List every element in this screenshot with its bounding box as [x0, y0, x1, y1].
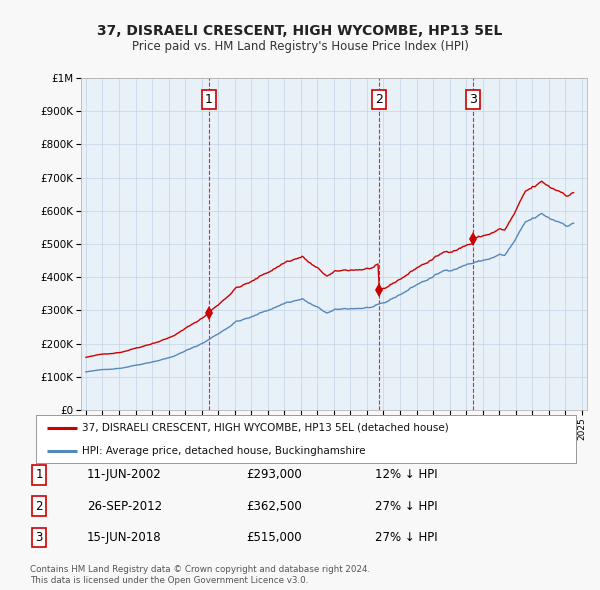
Text: 2: 2	[375, 93, 383, 106]
Text: HPI: Average price, detached house, Buckinghamshire: HPI: Average price, detached house, Buck…	[82, 446, 365, 456]
Text: 3: 3	[469, 93, 478, 106]
Text: Price paid vs. HM Land Registry's House Price Index (HPI): Price paid vs. HM Land Registry's House …	[131, 40, 469, 53]
Text: 1: 1	[35, 468, 43, 481]
Text: 27% ↓ HPI: 27% ↓ HPI	[375, 500, 437, 513]
Text: £515,000: £515,000	[246, 531, 302, 544]
Text: 27% ↓ HPI: 27% ↓ HPI	[375, 531, 437, 544]
Text: £362,500: £362,500	[246, 500, 302, 513]
Text: 26-SEP-2012: 26-SEP-2012	[87, 500, 162, 513]
Text: This data is licensed under the Open Government Licence v3.0.: This data is licensed under the Open Gov…	[30, 576, 308, 585]
Text: 37, DISRAELI CRESCENT, HIGH WYCOMBE, HP13 5EL (detached house): 37, DISRAELI CRESCENT, HIGH WYCOMBE, HP1…	[82, 423, 449, 433]
Text: 2: 2	[35, 500, 43, 513]
Text: £293,000: £293,000	[246, 468, 302, 481]
Text: 12% ↓ HPI: 12% ↓ HPI	[375, 468, 437, 481]
Text: 37, DISRAELI CRESCENT, HIGH WYCOMBE, HP13 5EL: 37, DISRAELI CRESCENT, HIGH WYCOMBE, HP1…	[97, 24, 503, 38]
Text: 3: 3	[35, 531, 43, 544]
Text: 11-JUN-2002: 11-JUN-2002	[87, 468, 162, 481]
Text: 15-JUN-2018: 15-JUN-2018	[87, 531, 161, 544]
Text: Contains HM Land Registry data © Crown copyright and database right 2024.: Contains HM Land Registry data © Crown c…	[30, 565, 370, 574]
Text: 1: 1	[205, 93, 213, 106]
